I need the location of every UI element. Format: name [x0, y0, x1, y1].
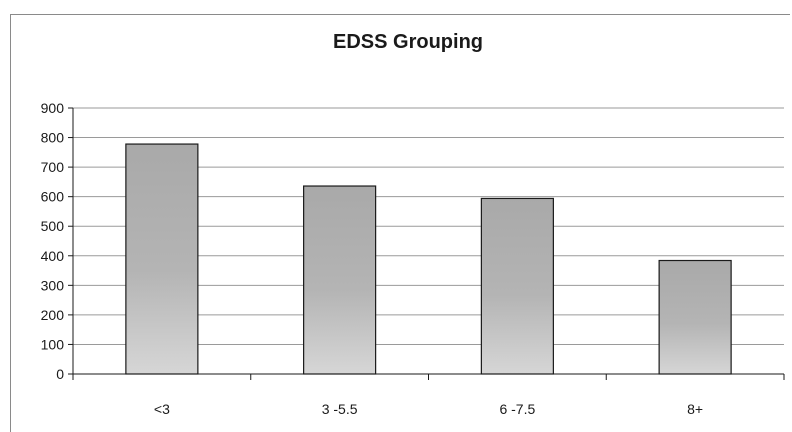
x-category-label: 3 -5.5 [322, 401, 358, 417]
y-tick-label: 500 [41, 218, 65, 234]
y-tick-label: 700 [41, 159, 65, 175]
bar [303, 185, 377, 375]
gridlines [73, 107, 784, 345]
bar [480, 197, 554, 375]
labels: 0 100 200 300 400 500 600 700 800 900 <3 3 -5.5 6 -7… [41, 100, 703, 417]
x-category-label: 6 -7.5 [499, 401, 535, 417]
x-category-label: 8+ [687, 401, 703, 417]
chart-title: EDSS Grouping [333, 31, 483, 53]
y-tick-label: 800 [41, 130, 65, 146]
bar [125, 143, 199, 375]
x-category-label: <3 [154, 401, 170, 417]
bar [658, 259, 732, 375]
y-tick-label: 300 [41, 277, 65, 293]
y-tick-label: 0 [56, 366, 64, 382]
y-tick-label: 600 [41, 189, 65, 205]
y-tick-label: 100 [41, 336, 65, 352]
chart-frame [10, 14, 790, 432]
bars [125, 143, 732, 375]
y-tick-label: 400 [41, 248, 65, 264]
y-tick-label: 200 [41, 307, 65, 323]
y-tick-label: 900 [41, 100, 65, 116]
